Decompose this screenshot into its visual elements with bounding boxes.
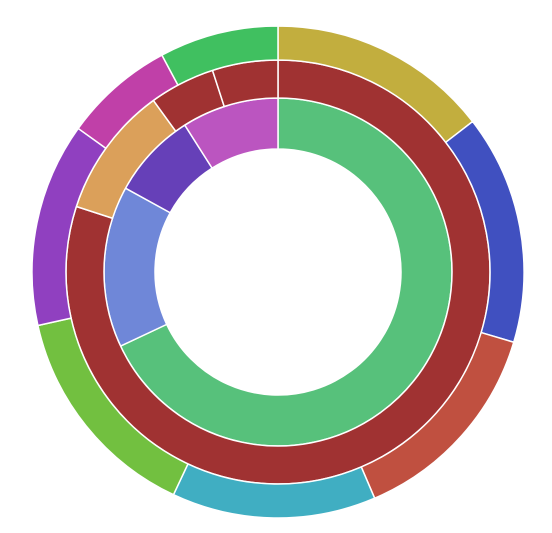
sunburst-rings [31,25,525,519]
ring-3-slice-8 [161,25,279,86]
